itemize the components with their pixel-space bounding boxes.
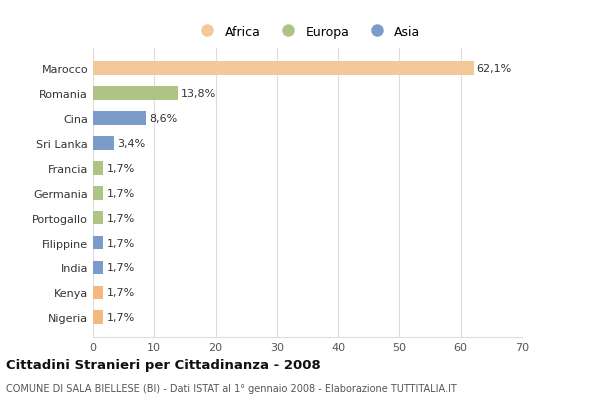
Bar bbox=[93, 211, 103, 225]
Text: Cittadini Stranieri per Cittadinanza - 2008: Cittadini Stranieri per Cittadinanza - 2… bbox=[6, 358, 321, 371]
Text: 1,7%: 1,7% bbox=[106, 263, 135, 273]
Text: 1,7%: 1,7% bbox=[106, 288, 135, 298]
Bar bbox=[93, 87, 178, 101]
Text: 1,7%: 1,7% bbox=[106, 188, 135, 198]
Bar bbox=[93, 62, 473, 76]
Bar bbox=[93, 112, 146, 126]
Text: 3,4%: 3,4% bbox=[117, 139, 145, 148]
Bar bbox=[93, 311, 103, 324]
Bar bbox=[93, 261, 103, 274]
Bar bbox=[93, 286, 103, 299]
Bar bbox=[93, 162, 103, 175]
Bar bbox=[93, 137, 114, 151]
Text: 1,7%: 1,7% bbox=[106, 164, 135, 173]
Text: 13,8%: 13,8% bbox=[181, 89, 216, 99]
Text: 1,7%: 1,7% bbox=[106, 238, 135, 248]
Text: COMUNE DI SALA BIELLESE (BI) - Dati ISTAT al 1° gennaio 2008 - Elaborazione TUTT: COMUNE DI SALA BIELLESE (BI) - Dati ISTA… bbox=[6, 382, 457, 393]
Text: 1,7%: 1,7% bbox=[106, 312, 135, 322]
Text: 1,7%: 1,7% bbox=[106, 213, 135, 223]
Bar bbox=[93, 187, 103, 200]
Legend: Africa, Europa, Asia: Africa, Europa, Asia bbox=[190, 21, 425, 44]
Bar bbox=[93, 236, 103, 250]
Text: 62,1%: 62,1% bbox=[476, 64, 512, 74]
Text: 8,6%: 8,6% bbox=[149, 114, 177, 124]
